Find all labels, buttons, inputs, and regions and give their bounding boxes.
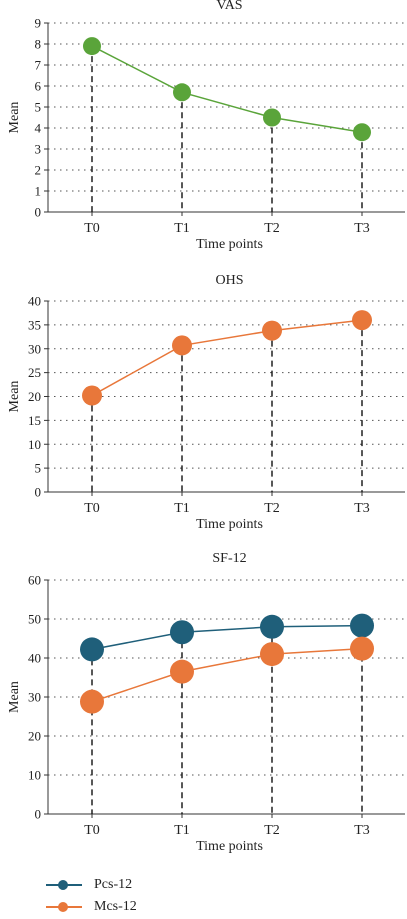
legend-marker-pcs-12	[44, 875, 84, 895]
chart-1-y-tick-label: 8	[35, 37, 42, 52]
chart-1-y-tick-label: 2	[35, 163, 42, 178]
chart-2-series-1-point	[172, 335, 192, 356]
legend-item-mcs-12: Mcs-12	[44, 897, 137, 917]
chart-3-y-tick-label: 40	[28, 651, 41, 666]
chart-1-y-tick-label: 6	[35, 79, 42, 94]
chart-3-y-tick-label: 0	[35, 807, 42, 822]
chart-2-y-axis-label: Mean	[7, 381, 22, 413]
chart-3-y-tick-label: 50	[28, 612, 41, 627]
chart-1-y-tick-label: 1	[35, 184, 42, 199]
chart-2-y-tick-label: 20	[28, 389, 41, 404]
chart-1-series-1-line	[91, 45, 363, 133]
chart-2-series-1-line	[91, 319, 363, 397]
legend-label-pcs-12: Pcs-12	[94, 877, 133, 892]
chart-1-y-tick-label: 5	[35, 100, 42, 115]
chart-1-y-tick-label: 0	[35, 205, 42, 220]
chart-2-y-tick-label: 25	[28, 365, 41, 380]
chart-3-series-1-point	[170, 620, 194, 645]
chart-1-title: VAS	[216, 0, 242, 13]
chart-1-y-tick-label: 9	[35, 16, 42, 31]
legend-label-mcs-12: Mcs-12	[94, 899, 137, 914]
chart-1-series-1-point	[173, 83, 191, 102]
legend: Pcs-12 Mcs-12	[44, 875, 137, 919]
chart-2-x-tick-label: T2	[264, 501, 280, 516]
chart-1-series-1-point	[263, 108, 281, 127]
legend-item-pcs-12: Pcs-12	[44, 875, 137, 895]
chart-2-y-tick-label: 5	[35, 461, 42, 476]
chart-3-series-2-point	[170, 659, 194, 684]
chart-3-series-2-point	[260, 642, 284, 667]
chart-2-series-1-point	[82, 385, 102, 406]
chart-1-y-tick-label: 3	[35, 142, 42, 157]
chart-2-series-1-point	[262, 320, 282, 341]
chart-2-y-tick-label: 35	[28, 317, 41, 332]
chart-3-series-1-point	[80, 637, 104, 662]
chart-3-series-1-line	[91, 624, 363, 651]
chart-2-title: OHS	[215, 273, 243, 288]
chart-3-x-tick-label: T2	[264, 823, 280, 838]
chart-1-x-axis-label: Time points	[196, 237, 263, 252]
chart-3-y-tick-label: 60	[28, 573, 41, 588]
chart-2-y-tick-label: 10	[28, 437, 41, 452]
chart-1-x-tick-label: T2	[264, 221, 280, 236]
chart-1-y-tick-label: 7	[35, 58, 42, 73]
chart-2-series-1-point	[352, 310, 372, 331]
chart-1-y-axis-label: Mean	[7, 102, 22, 134]
chart-3-y-tick-label: 30	[28, 690, 41, 705]
chart-3-y-axis-label: Mean	[7, 681, 22, 713]
chart-1-x-tick-label: T1	[174, 221, 190, 236]
chart-3-x-tick-label: T0	[84, 823, 100, 838]
chart-2-x-axis-label: Time points	[196, 517, 263, 532]
chart-1-series-1-point	[353, 123, 371, 142]
chart-3-series-2-line	[91, 647, 363, 703]
chart-3-y-tick-label: 10	[28, 768, 41, 783]
chart-1-series-1-point	[83, 37, 101, 56]
chart-3-title: SF-12	[212, 551, 246, 566]
chart-1-x-tick-label: T0	[84, 221, 100, 236]
chart-3-x-axis-label: Time points	[196, 839, 263, 854]
legend-marker-mcs-12	[44, 897, 84, 917]
chart-3-x-tick-label: T3	[354, 823, 370, 838]
chart-2-x-tick-label: T3	[354, 501, 370, 516]
chart-2-x-tick-label: T0	[84, 501, 100, 516]
chart-1-x-tick-label: T3	[354, 221, 370, 236]
chart-3-y-tick-label: 20	[28, 729, 41, 744]
chart-3-series-1-point	[260, 614, 284, 639]
chart-1-y-tick-label: 4	[35, 121, 42, 136]
chart-2-y-tick-label: 30	[28, 341, 41, 356]
chart-3-series-2-point	[80, 689, 104, 714]
chart-3-series-1-point	[350, 613, 374, 638]
chart-2-x-tick-label: T1	[174, 501, 190, 516]
chart-2-y-tick-label: 40	[28, 294, 41, 309]
chart-2-y-tick-label: 0	[35, 485, 42, 500]
chart-3-x-tick-label: T1	[174, 823, 190, 838]
chart-2-y-tick-label: 15	[28, 413, 41, 428]
chart-3-series-2-point	[350, 636, 374, 661]
